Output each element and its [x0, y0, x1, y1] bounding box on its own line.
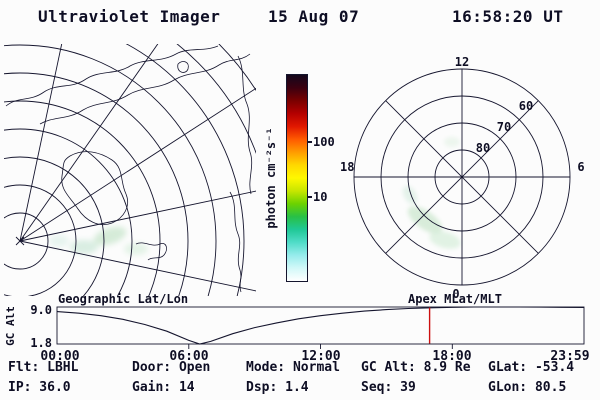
status-gain: Gain: 14 [132, 380, 195, 395]
map-meridian-lines [19, 44, 256, 292]
colorbar-axis-label: photon cm⁻²s⁻¹ [264, 127, 278, 229]
mlat-label-80: 80 [476, 141, 490, 155]
gc-alt-ylabel: GC Alt [4, 306, 17, 346]
polar-aurora-emission [402, 137, 461, 249]
polar-grid-spokes [354, 69, 570, 285]
ytick-min: 1.8 [30, 336, 52, 350]
status-flt: Flt: LBHL [8, 360, 79, 375]
apex-caption: Apex MLat/MLT [408, 292, 502, 306]
header-time: 16:58:20 UT [452, 7, 564, 26]
ytick-max: 9.0 [30, 303, 52, 317]
status-seq: Seq: 39 [361, 380, 416, 395]
map-coastlines [5, 45, 253, 293]
colorbar-tick-10: 10 [313, 190, 328, 204]
status-glat: GLat: -53.4 [488, 360, 575, 375]
header-date: 15 Aug 07 [268, 7, 360, 26]
mlat-label-70: 70 [497, 120, 511, 134]
map-aurora-emission [49, 226, 148, 255]
chart-frame [56, 306, 585, 345]
x-axis-ticks [188, 344, 453, 349]
status-mode: Mode: Normal [246, 360, 340, 375]
xtick-2359: 23:59 [550, 349, 589, 364]
map-graticule-circles [4, 44, 256, 296]
app-title: Ultraviolet Imager [38, 7, 221, 26]
geographic-map-panel [4, 44, 256, 296]
gc-alt-curve [56, 306, 585, 345]
mlt-label-18: 18 [340, 160, 354, 174]
colorbar-tick-mark-10 [307, 196, 312, 198]
xtick-0000: 00:00 [40, 349, 79, 364]
xtick-1200: 12:00 [301, 349, 340, 364]
colorbar-tick-100: 100 [313, 135, 335, 149]
map-center-mark [15, 236, 25, 246]
status-dsp: Dsp: 1.4 [246, 380, 309, 395]
mlt-label-0: 0 [452, 287, 459, 301]
colorbar-tick-mark-100 [307, 141, 312, 143]
xtick-0600: 06:00 [169, 349, 208, 364]
status-door: Door: Open [132, 360, 211, 375]
mlt-label-6: 6 [577, 160, 584, 174]
gc-alt-chart: GC Alt 9.0 1.8 00:00 06:00 12:00 18:00 2… [4, 303, 590, 364]
status-glon: GLon: 80.5 [488, 380, 567, 395]
status-gc-alt: GC Alt: 8.9 Re [361, 360, 471, 375]
apex-polar-panel: 12 18 6 0 60 70 80 [340, 55, 585, 301]
mlt-label-12: 12 [455, 55, 469, 69]
status-ip: IP: 36.0 [8, 380, 71, 395]
colorbar-gradient [286, 74, 308, 282]
mlat-label-60: 60 [519, 99, 533, 113]
xtick-1800: 18:00 [432, 349, 471, 364]
geographic-caption: Geographic Lat/Lon [58, 292, 189, 306]
